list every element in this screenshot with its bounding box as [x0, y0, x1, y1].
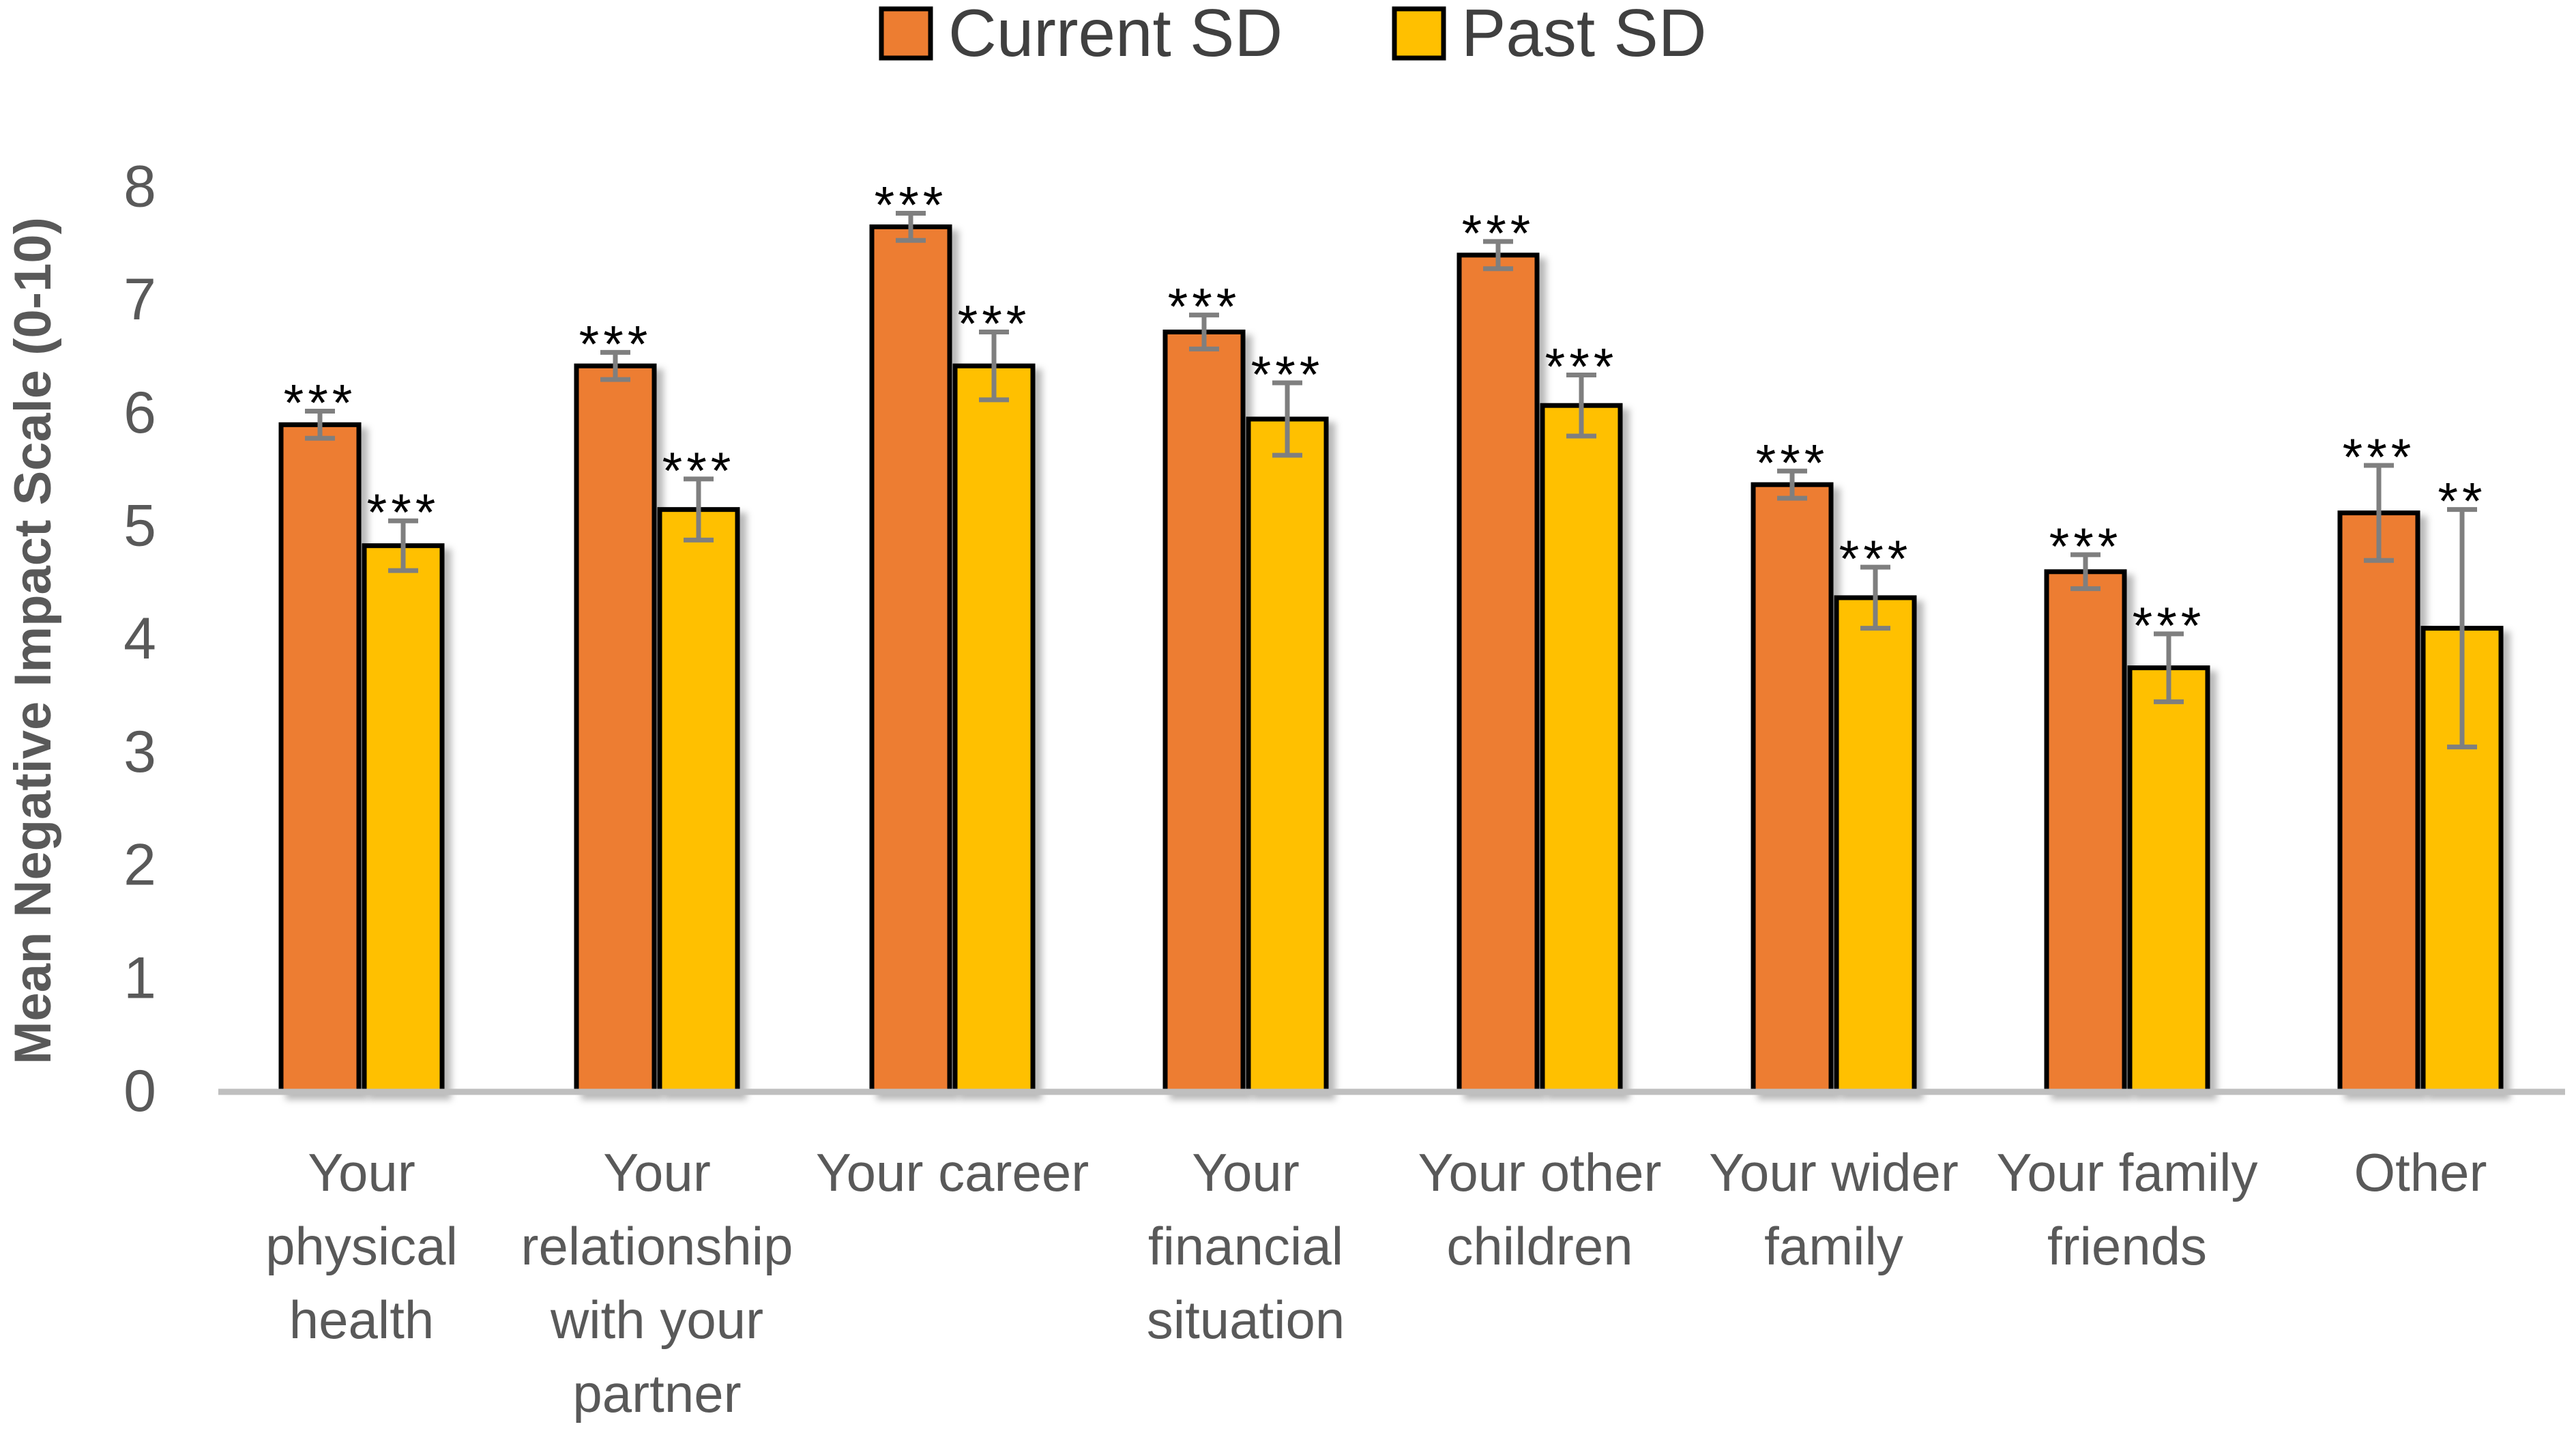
legend-swatch-past-sd: [1392, 6, 1446, 61]
bar-past-sd: [657, 507, 740, 1095]
significance-label: ***: [2133, 597, 2206, 655]
y-axis-label: Mean Negative Impact Scale (0-10): [4, 217, 62, 1065]
x-tick-label-line: children: [1446, 1216, 1633, 1276]
x-tick-label-line: Your: [308, 1142, 415, 1202]
significance-label: ***: [284, 374, 357, 432]
y-tick-label: 4: [123, 606, 156, 671]
bar-past-sd: [1540, 403, 1623, 1095]
x-tick-label-line: Your: [603, 1142, 711, 1202]
significance-label: ***: [875, 177, 948, 235]
significance-label: ***: [367, 484, 440, 542]
error-bar-current-sd: [2364, 463, 2394, 563]
y-axis-ticks: 0 1 2 3 4 5 6 7 8: [123, 154, 156, 1124]
bar-current-sd: [1751, 482, 1834, 1095]
legend: Current SD Past SD: [879, 0, 1706, 70]
x-tick-label: Your other children: [1418, 1142, 1661, 1276]
bar-current-sd: [2337, 510, 2420, 1095]
x-tick-label: Your wider family: [1709, 1142, 1959, 1276]
error-bar-past-sd: [2447, 507, 2477, 750]
significance-label: ***: [1251, 346, 1324, 404]
x-tick-label-line: Your: [1192, 1142, 1300, 1202]
x-tick-label: Your relationship with your partner: [521, 1142, 793, 1423]
bar-current-sd: [1162, 329, 1246, 1095]
error-bars: [305, 211, 2477, 750]
error-bar-current-sd: [1483, 239, 1513, 272]
significance-label: ***: [1168, 278, 1241, 336]
legend-swatch-current-sd: [879, 6, 933, 61]
bar-past-sd: [2127, 665, 2210, 1095]
bar-current-sd: [574, 363, 657, 1095]
error-bar-past-sd: [979, 329, 1009, 403]
x-tick-label: Other: [2354, 1142, 2487, 1202]
x-tick-label-line: Your other: [1418, 1142, 1661, 1202]
x-tick-label-line: relationship: [521, 1216, 793, 1276]
x-tick-label-line: Your family: [1997, 1142, 2258, 1202]
bar-past-sd: [1834, 595, 1917, 1095]
y-tick-label: 8: [123, 154, 156, 219]
significance-label: ***: [1462, 205, 1535, 263]
error-bar-current-sd: [896, 211, 926, 243]
x-axis-labels: Your physical health Your relationship with y…: [265, 1142, 2487, 1423]
significance-label: **: [2438, 473, 2486, 531]
significance-label: ***: [662, 442, 735, 500]
x-tick-label-line: Other: [2354, 1142, 2487, 1202]
legend-label-past-sd: Past SD: [1461, 0, 1706, 70]
bar-past-sd: [362, 543, 445, 1095]
error-bar-past-sd: [1272, 380, 1302, 458]
error-bar-current-sd: [2070, 552, 2101, 592]
bar-current-sd: [1457, 252, 1540, 1095]
y-tick-label: 1: [123, 945, 156, 1011]
error-bar-current-sd: [1777, 468, 1807, 501]
bar-current-sd: [278, 422, 362, 1095]
y-tick-label: 0: [123, 1058, 156, 1124]
significance-label: ***: [1839, 530, 1912, 588]
y-tick-label: 2: [123, 833, 156, 898]
significance-label: ***: [1756, 434, 1829, 492]
x-tick-label: Your physical health: [265, 1142, 458, 1350]
x-tick-label-line: physical: [265, 1216, 458, 1276]
significance-label: ***: [2049, 518, 2122, 576]
x-tick-label-line: financial: [1148, 1216, 1343, 1276]
error-bar-past-sd: [388, 518, 418, 573]
legend-label-current-sd: Current SD: [948, 0, 1283, 70]
error-bar-current-sd: [305, 408, 335, 441]
significance-label: ***: [579, 315, 652, 373]
bar-current-sd: [869, 224, 952, 1095]
error-bar-past-sd: [2154, 631, 2184, 704]
x-tick-label-line: friends: [2047, 1216, 2207, 1276]
significance-label: ***: [958, 295, 1031, 353]
y-tick-label: 5: [123, 493, 156, 559]
y-tick-label: 3: [123, 719, 156, 785]
y-tick-label: 7: [123, 267, 156, 332]
y-tick-label: 6: [123, 380, 156, 446]
error-bar-current-sd: [600, 349, 630, 382]
x-tick-label-line: situation: [1147, 1290, 1345, 1350]
bar-current-sd: [2044, 569, 2127, 1095]
error-bar-past-sd: [1860, 564, 1890, 631]
x-tick-label-line: Your career: [816, 1142, 1089, 1202]
x-tick-label-line: health: [289, 1290, 435, 1350]
x-tick-label-line: with your: [550, 1290, 763, 1350]
error-bar-past-sd: [1566, 372, 1596, 439]
error-bar-past-sd: [684, 476, 714, 543]
significance-labels: ************************************ ****…: [284, 177, 2486, 655]
significance-label: ***: [1545, 338, 1618, 396]
error-bar-current-sd: [1189, 313, 1219, 351]
bar-past-sd: [952, 363, 1036, 1095]
significance-label: ***: [2343, 429, 2416, 487]
x-tick-label: Your career: [816, 1142, 1089, 1202]
bar-past-sd: [1246, 416, 1329, 1095]
x-tick-label: Your financial situation: [1147, 1142, 1345, 1350]
x-tick-label-line: Your wider: [1709, 1142, 1959, 1202]
x-tick-label-line: family: [1764, 1216, 1903, 1276]
x-tick-label: Your family friends: [1997, 1142, 2258, 1276]
x-tick-label-line: partner: [572, 1363, 741, 1423]
